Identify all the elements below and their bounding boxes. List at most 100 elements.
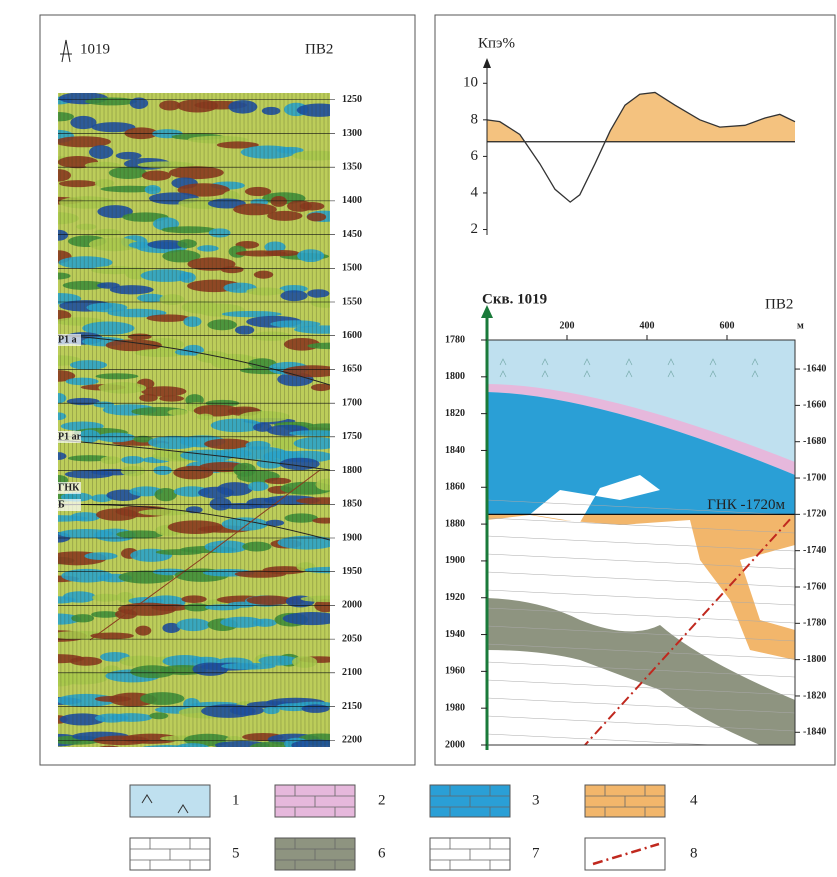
- legend-swatch: [130, 785, 210, 817]
- y2-tick-label: -1820: [803, 690, 826, 701]
- seismic-event: [50, 393, 67, 403]
- section-layers: [487, 340, 795, 749]
- seismic-event: [92, 594, 120, 602]
- seismic-event: [262, 107, 281, 115]
- y-tick-label: 6: [471, 148, 479, 164]
- y-tick-label: 1450: [342, 229, 362, 240]
- seismic-event: [45, 169, 71, 181]
- seismic-event: [265, 250, 300, 256]
- seismic-event: [307, 343, 351, 349]
- y-tick-label: 2: [471, 221, 479, 237]
- seismic-event: [50, 452, 67, 460]
- geologic-section: ГНК -1720м178018001820184018601880190019…: [445, 291, 826, 750]
- y-tick-label: 1850: [342, 499, 362, 510]
- y-tick-label: 1860: [445, 482, 465, 493]
- y-tick-label: 1750: [342, 431, 362, 442]
- legend-label: 7: [532, 845, 540, 861]
- horizon-label: Б: [58, 499, 65, 510]
- x-tick-label: 200: [560, 320, 575, 331]
- y-tick-label: 1780: [445, 334, 465, 345]
- seismic-event: [217, 482, 253, 496]
- seismic-event: [289, 430, 343, 436]
- seismic-event: [78, 430, 100, 443]
- y-tick-label: 1840: [445, 445, 465, 456]
- seismic-event: [98, 382, 146, 393]
- y-tick-label: 2200: [342, 735, 362, 746]
- seismic-event: [37, 212, 79, 224]
- y-tick-label: 2050: [342, 633, 362, 644]
- y2-tick-label: -1740: [803, 545, 826, 556]
- seismic-event: [85, 98, 137, 106]
- legend-label: 1: [232, 792, 240, 808]
- seismic-event: [66, 378, 99, 386]
- seismic-event: [175, 743, 210, 753]
- seismic-event: [252, 331, 292, 340]
- seismic-event: [168, 409, 188, 415]
- horizon-label: P1 a: [58, 334, 77, 345]
- y-tick-label: 1880: [445, 518, 465, 529]
- seismic-event: [63, 591, 96, 602]
- seismic-event: [94, 229, 121, 237]
- y-axis-label: Кпэ%: [478, 35, 515, 51]
- y-tick-label: 1700: [342, 397, 362, 408]
- seismic-event: [310, 297, 340, 308]
- seismic-event: [76, 748, 102, 759]
- seismic-event: [50, 412, 66, 420]
- seismic-event: [34, 757, 82, 764]
- area-fill: [487, 92, 795, 202]
- seismic-event: [130, 98, 148, 109]
- seismic-event: [116, 152, 142, 160]
- seismic-event: [297, 103, 342, 116]
- legend-label: 3: [532, 792, 540, 808]
- seismic-event: [230, 706, 264, 716]
- y-tick-label: 1500: [342, 263, 362, 274]
- seismic-event: [302, 704, 330, 713]
- y-tick-label: 1950: [342, 566, 362, 577]
- seismic-event: [197, 414, 213, 420]
- seismic-event: [179, 272, 196, 283]
- x-unit: м: [797, 320, 804, 331]
- pv-label: ПВ2: [305, 41, 333, 57]
- y2-tick-label: -1840: [803, 727, 826, 738]
- y2-tick-label: -1680: [803, 436, 826, 447]
- seismic-event: [76, 224, 96, 230]
- horizon-label: P1 ar: [58, 431, 82, 442]
- seismic-event: [59, 180, 97, 187]
- seismic-event: [97, 433, 135, 443]
- legend-label: 8: [690, 845, 698, 861]
- gnk-label: ГНК -1720м: [707, 497, 785, 513]
- y2-tick-label: -1660: [803, 400, 826, 411]
- y-tick-label: 1600: [342, 330, 362, 341]
- y-tick-label: 1960: [445, 666, 465, 677]
- y2-tick-label: -1700: [803, 472, 826, 483]
- y2-tick-label: -1760: [803, 581, 826, 592]
- horizon-label: ГНК: [58, 482, 80, 493]
- seismic-event: [95, 179, 114, 187]
- seismic-event: [140, 692, 184, 705]
- pv-label: ПВ2: [765, 296, 793, 312]
- y-tick-label: 1550: [342, 296, 362, 307]
- y2-tick-label: -1720: [803, 509, 826, 520]
- y-tick-label: 1900: [445, 555, 465, 566]
- seismic-event: [96, 373, 139, 379]
- y-tick-label: 1300: [342, 128, 362, 139]
- legend: 12345678: [130, 785, 698, 870]
- well-label: 1019: [80, 41, 110, 57]
- seismic-event: [254, 271, 273, 279]
- seismic-event: [149, 712, 168, 719]
- y-tick-label: 2000: [445, 739, 465, 750]
- seismic-event: [93, 746, 126, 759]
- seismic-event: [45, 272, 70, 279]
- seismic-event: [209, 746, 225, 753]
- y-tick-label: 1820: [445, 408, 465, 419]
- seismic-event: [291, 740, 341, 752]
- seismic-event: [246, 595, 292, 605]
- x-tick-label: 600: [720, 320, 735, 331]
- legend-label: 4: [690, 792, 698, 808]
- seismic-event: [48, 230, 68, 241]
- seismic-event: [145, 185, 161, 194]
- seismic-event: [70, 512, 100, 521]
- y-tick-label: 1250: [342, 94, 362, 105]
- legend-label: 6: [378, 845, 386, 861]
